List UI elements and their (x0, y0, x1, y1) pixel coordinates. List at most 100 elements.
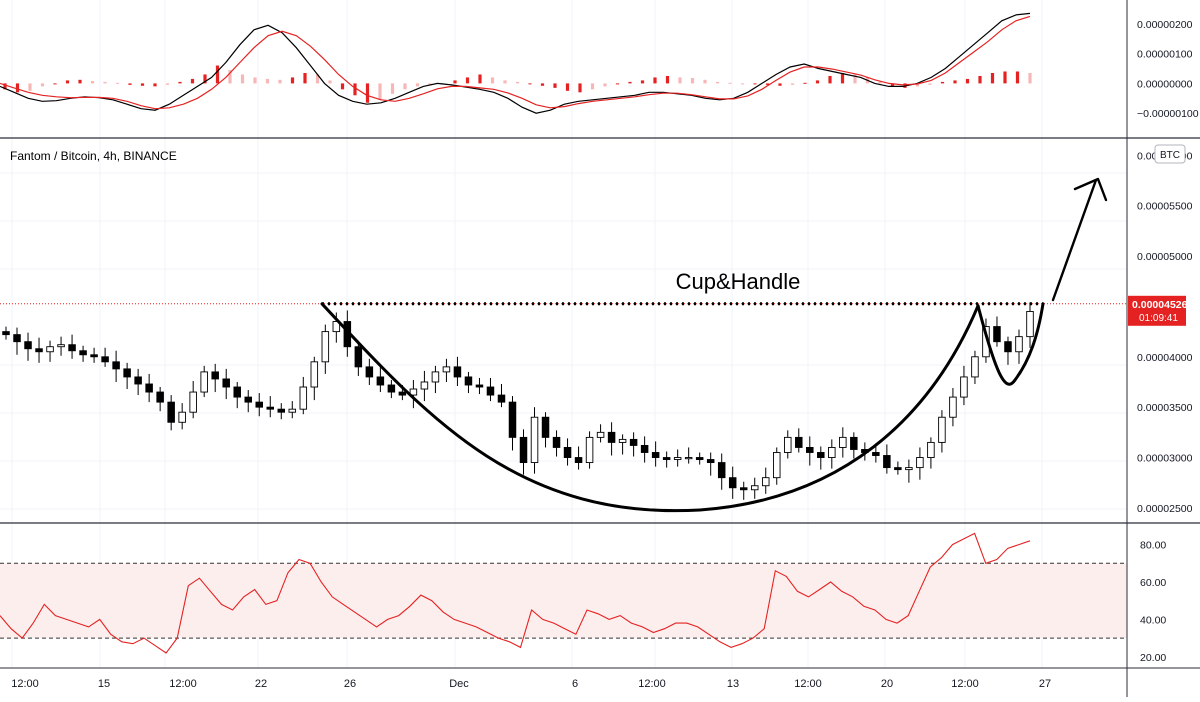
x-tick-12: 27 (1039, 678, 1051, 690)
candle-body-20 (222, 378, 230, 388)
rsi-y-tick-3: 20.00 (1140, 652, 1166, 664)
rsi-band (0, 563, 1127, 639)
candle-body-33 (365, 366, 374, 378)
macd-hist-bar-23 (290, 77, 295, 84)
macd-hist-bar-78 (978, 75, 982, 84)
candle-body-92 (1015, 336, 1023, 353)
macd-hist-bar-71 (890, 83, 895, 87)
macd-hist-bar-82 (1028, 72, 1032, 84)
time-x-axis: 12:00 15 12:00 22 26 Dec 6 12:00 13 12:00 20 12:00 2… (11, 678, 1051, 690)
macd-hist-bar-21 (265, 78, 270, 84)
macd-y-tick-3: −0.00000100 (1137, 108, 1199, 120)
price-y-tick-6: 0.00002500 (1137, 503, 1193, 515)
macd-hist-bar-43 (540, 83, 545, 86)
candle-body-1 (13, 334, 21, 343)
candle-body-71 (784, 436, 792, 453)
x-tick-0: 12:00 (11, 678, 39, 690)
candle-body-75 (828, 447, 836, 458)
candle-body-40 (442, 366, 451, 373)
candle-body-5 (57, 344, 65, 348)
macd-hist-bar-81 (1015, 71, 1020, 84)
candle-body-59 (651, 452, 660, 458)
candle-body-0 (2, 331, 10, 336)
macd-hist-bar-0 (3, 83, 7, 90)
candle-body-50 (552, 436, 561, 448)
candle-body-69 (761, 477, 770, 487)
macd-hist-bar-56 (703, 79, 707, 84)
candle-body-93 (1026, 311, 1034, 338)
candle-body-64 (706, 459, 715, 464)
candle-body-12 (134, 376, 142, 385)
macd-hist-bar-75 (940, 81, 945, 84)
candle-body-73 (806, 447, 814, 453)
macd-hist-bar-34 (428, 83, 432, 85)
x-tick-10: 20 (881, 678, 893, 690)
candle-body-46 (508, 401, 517, 438)
macd-hist-bar-25 (315, 74, 320, 84)
cup-handle-annotation: Cup&Handle (676, 269, 801, 294)
macd-hist-bar-27 (340, 83, 345, 90)
candle-body-83 (916, 457, 924, 469)
candle-body-19 (211, 371, 219, 380)
macd-hist-bar-58 (728, 82, 732, 84)
macd-hist-bar-1 (15, 83, 20, 93)
x-tick-7: 12:00 (638, 678, 666, 690)
x-tick-2: 12:00 (169, 678, 197, 690)
macd-y-axis: 0.00000200 0.00000100 0.00000000 −0.0000010… (1137, 19, 1199, 120)
macd-hist-bar-44 (553, 83, 557, 88)
macd-hist-bar-62 (778, 83, 782, 86)
candle-body-3 (35, 348, 43, 353)
macd-hist-bar-67 (840, 72, 845, 84)
candle-body-63 (695, 457, 704, 460)
macd-hist-bar-16 (203, 74, 207, 84)
price-y-tick-4: 0.00003500 (1137, 402, 1193, 414)
candle-body-21 (233, 386, 241, 398)
candle-body-67 (739, 487, 748, 491)
price-y-tick-2: 0.00005000 (1137, 251, 1193, 263)
macd-hist-bar-42 (528, 83, 532, 85)
bar-countdown: 01:09:41 (1139, 313, 1178, 324)
macd-hist-bar-74 (928, 83, 932, 85)
macd-hist-bar-59 (740, 83, 745, 85)
macd-hist-bar-18 (228, 69, 232, 84)
candle-body-22 (244, 396, 252, 403)
macd-hist-bar-11 (140, 83, 145, 86)
candle-body-56 (618, 438, 627, 443)
candle-body-35 (387, 384, 396, 393)
grid-lines (0, 0, 1127, 668)
candle-body-14 (156, 391, 164, 403)
candle-body-41 (453, 366, 462, 378)
candle-body-28 (310, 361, 319, 388)
rsi-y-axis: 80.00 60.00 40.00 20.00 (1140, 540, 1166, 664)
candle-body-66 (728, 477, 737, 489)
symbol-title[interactable]: Fantom / Bitcoin, 4h, BINANCE (10, 149, 177, 163)
macd-hist-bar-65 (815, 80, 820, 84)
candle-body-4 (46, 346, 54, 353)
price-y-axis: 0.000060000.000055000.000050000.00004000… (1137, 150, 1193, 515)
macd-hist-bar-37 (465, 77, 470, 84)
candle-body-77 (850, 436, 858, 450)
candle-body-76 (839, 436, 847, 448)
macd-hist-bar-47 (590, 83, 595, 90)
candle-body-57 (629, 438, 638, 446)
candle-body-81 (894, 467, 902, 471)
macd-hist-bar-79 (990, 72, 995, 84)
macd-hist-bar-32 (403, 83, 407, 90)
candle-body-90 (993, 326, 1001, 343)
currency-tag[interactable]: BTC (1154, 144, 1186, 164)
macd-hist-bar-63 (790, 83, 795, 85)
candle-body-49 (541, 416, 550, 438)
macd-hist-bar-9 (115, 82, 120, 84)
macd-hist-bar-38 (478, 74, 482, 84)
macd-hist-bar-46 (578, 83, 582, 93)
candle-body-65 (717, 462, 726, 479)
candle-body-38 (420, 381, 429, 390)
macd-y-tick-1: 0.00000100 (1137, 49, 1193, 61)
candle-body-43 (475, 384, 484, 388)
candle-body-15 (167, 401, 175, 423)
rsi-y-tick-0: 80.00 (1140, 540, 1166, 552)
candle-body-82 (905, 467, 913, 471)
macd-hist-bar-73 (915, 83, 920, 87)
x-tick-8: 13 (727, 678, 739, 690)
candle-body-34 (376, 376, 385, 386)
